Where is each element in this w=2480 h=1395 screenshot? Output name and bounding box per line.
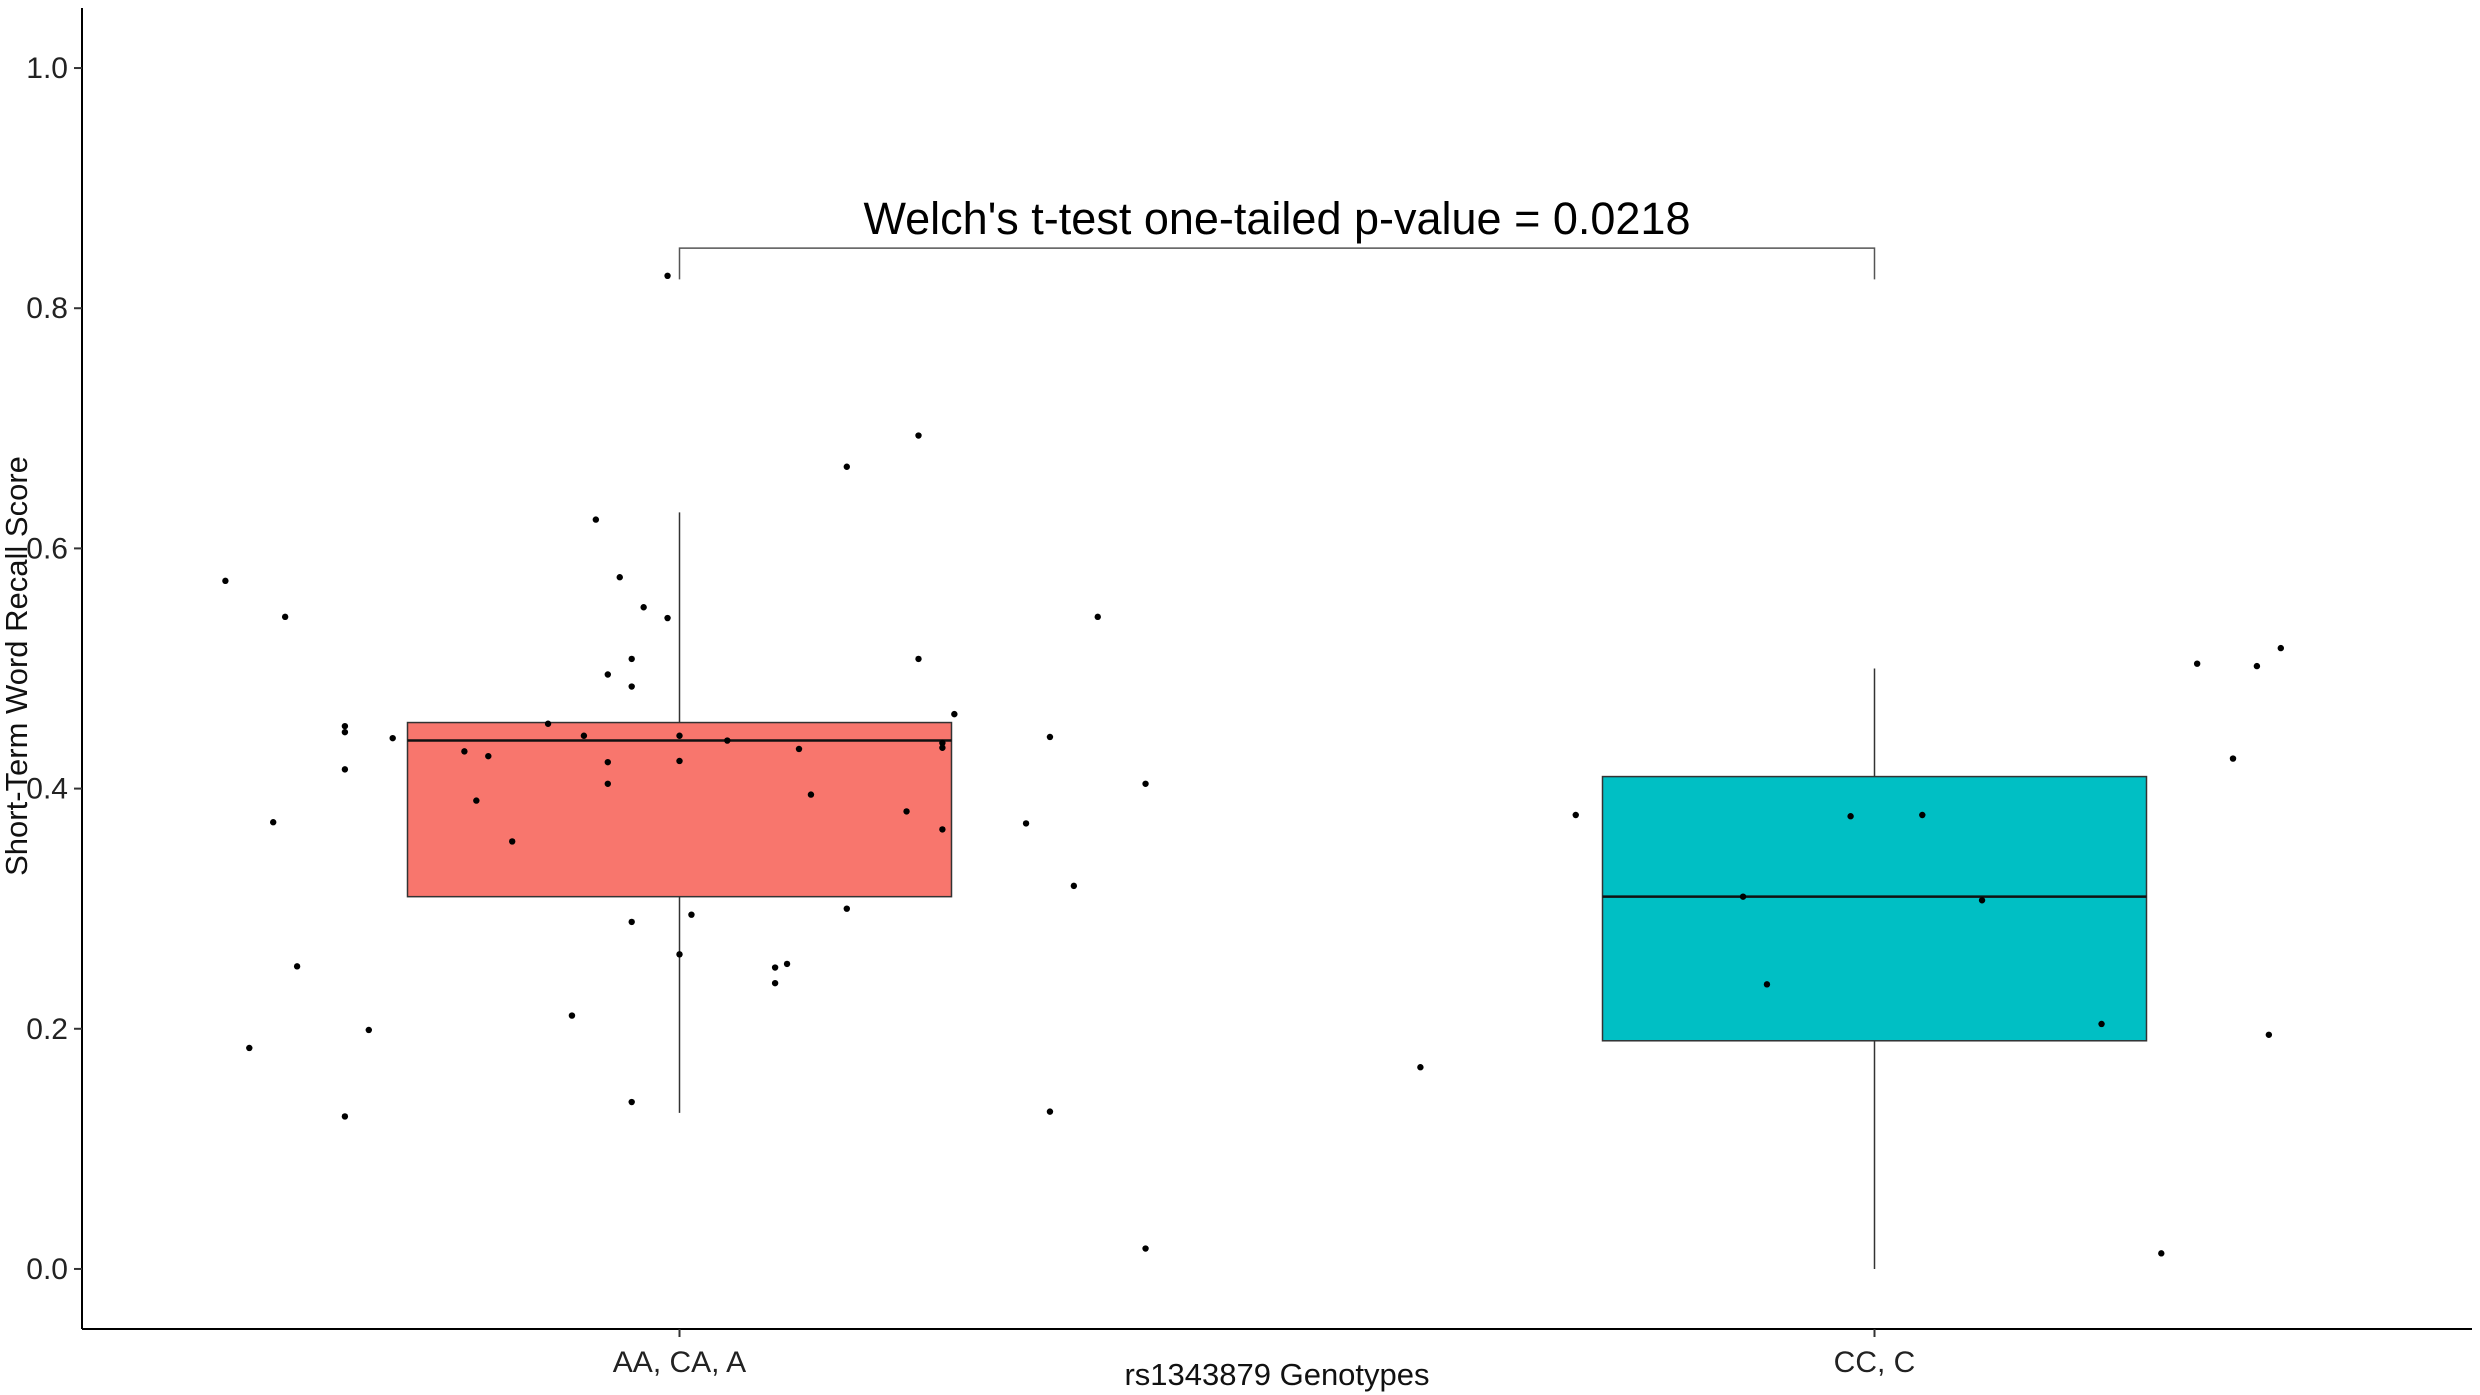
data-point (616, 574, 623, 581)
data-point (2277, 644, 2284, 652)
data-point (915, 655, 922, 663)
data-point (2265, 1031, 2273, 1038)
data-point (568, 1012, 576, 1019)
data-point (1919, 811, 1926, 819)
data-point (688, 911, 695, 918)
data-point (939, 744, 946, 751)
data-point (341, 722, 349, 730)
data-point (903, 808, 910, 815)
data-point (341, 728, 349, 736)
p-value-label: Welch's t-test one-tailed p-value = 0.02… (864, 193, 1691, 244)
data-point (341, 766, 349, 773)
data-point (939, 739, 946, 747)
data-point (509, 838, 516, 845)
data-point (1022, 820, 1030, 827)
data-point (1572, 811, 1579, 819)
data-point (604, 780, 611, 787)
data-point (664, 614, 671, 622)
data-point (270, 819, 277, 826)
points-layer (222, 272, 2284, 1257)
y-tick-label: 0.8 (26, 292, 68, 325)
data-point (1417, 1064, 1424, 1071)
data-point (2229, 755, 2237, 762)
data-point (1847, 813, 1854, 820)
data-point (1046, 733, 1054, 741)
data-point (2098, 1020, 2105, 1028)
data-point (544, 720, 552, 727)
x-tick-label: AA, CA, A (613, 1346, 746, 1379)
data-point (1763, 981, 1771, 988)
data-point (293, 963, 301, 970)
data-point (628, 683, 635, 690)
data-point (604, 671, 611, 678)
y-tick-label: 1.0 (26, 52, 68, 85)
data-point (341, 1113, 349, 1120)
data-point (2193, 660, 2201, 667)
data-point (724, 737, 731, 744)
data-point (676, 732, 683, 739)
data-point (939, 826, 946, 833)
data-point (640, 604, 647, 611)
significance-annotation: Welch's t-test one-tailed p-value = 0.02… (678, 193, 1876, 280)
y-tick-label: 0.2 (26, 1013, 68, 1046)
x-axis-title: rs1343879 Genotypes (1124, 1357, 1429, 1392)
boxes-layer (406, 512, 2148, 1269)
data-point (843, 905, 850, 912)
data-point (1739, 893, 1747, 900)
data-point (783, 960, 791, 968)
y-tick-label: 0.6 (26, 532, 68, 565)
data-point (389, 734, 396, 742)
data-point (771, 964, 779, 971)
data-point (580, 732, 588, 739)
data-point (222, 577, 229, 585)
x-tick-label: CC, C (1834, 1346, 1916, 1379)
data-point (795, 745, 803, 753)
data-point (1142, 780, 1149, 787)
significance-bracket (678, 247, 1876, 280)
box-2 (1601, 775, 2148, 1042)
data-point (2158, 1250, 2165, 1257)
data-point (843, 463, 850, 470)
data-point (461, 748, 468, 755)
data-point (628, 1098, 635, 1106)
data-point (807, 791, 815, 798)
y-tick-label: 0.0 (26, 1253, 68, 1286)
data-point (473, 797, 480, 804)
data-point (628, 655, 635, 663)
data-point (485, 752, 492, 760)
data-point (915, 432, 922, 439)
data-point (951, 710, 958, 718)
data-point (281, 613, 289, 621)
data-point (1046, 1108, 1054, 1115)
axes-layer: 0.0 0.2 0.4 0.6 0.8 1.0 AA, CA, A CC, C (26, 8, 2472, 1379)
y-axis-title: Short-Term Word Recall Score (0, 456, 34, 876)
box-1 (406, 721, 953, 898)
data-point (246, 1044, 253, 1052)
data-point (2253, 662, 2261, 670)
data-point (1070, 882, 1078, 890)
data-point (1094, 613, 1101, 621)
data-point (771, 979, 779, 987)
data-point (1978, 897, 1986, 904)
data-point (676, 951, 683, 958)
data-point (628, 918, 635, 926)
data-point (664, 272, 671, 280)
data-point (676, 757, 683, 765)
data-point (1142, 1245, 1149, 1252)
data-point (365, 1026, 372, 1034)
data-point (604, 758, 611, 766)
data-point (592, 516, 600, 523)
y-tick-label: 0.4 (26, 773, 68, 806)
